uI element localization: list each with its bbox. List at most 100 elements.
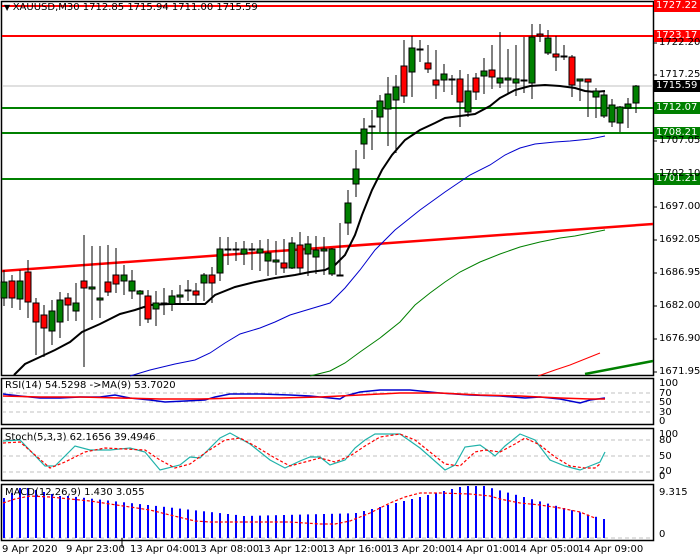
- ma-slow-line: [309, 229, 606, 377]
- ma-200-line: [537, 352, 601, 377]
- bear-candle[interactable]: [208, 274, 216, 284]
- bull-candle[interactable]: [168, 295, 176, 305]
- bull-candle[interactable]: [440, 73, 448, 81]
- bear-candle[interactable]: [472, 77, 480, 93]
- bear-candle[interactable]: [432, 79, 440, 86]
- bear-candle[interactable]: [80, 280, 88, 289]
- bull-candle[interactable]: [184, 289, 192, 292]
- price-tick-label: 1702.10: [659, 168, 700, 179]
- bull-candle[interactable]: [576, 78, 584, 82]
- bull-candle[interactable]: [328, 248, 336, 275]
- bear-candle[interactable]: [568, 56, 576, 86]
- main-chart-pane[interactable]: [0, 0, 655, 377]
- time-label: 14 Apr 05:00: [514, 544, 580, 555]
- bull-candle[interactable]: [256, 248, 264, 254]
- bear-candle[interactable]: [400, 65, 408, 97]
- bull-candle[interactable]: [96, 297, 104, 301]
- bull-candle[interactable]: [616, 106, 624, 124]
- symbol-header: ▼ XAUUSD,M30 1712.85 1715.94 1711.00 171…: [4, 2, 258, 13]
- bear-candle[interactable]: [112, 274, 120, 285]
- bull-candle[interactable]: [632, 85, 640, 104]
- collapse-triangle-icon[interactable]: ▼: [4, 3, 13, 12]
- bear-candle[interactable]: [8, 280, 16, 299]
- bull-candle[interactable]: [376, 100, 384, 118]
- time-label: 13 Apr 12:00: [258, 544, 324, 555]
- bull-candle[interactable]: [448, 78, 456, 81]
- bear-candle[interactable]: [552, 53, 560, 58]
- bull-candle[interactable]: [128, 280, 136, 292]
- bull-candle[interactable]: [136, 290, 144, 295]
- macd-signal-line: [2, 492, 596, 525]
- bear-candle[interactable]: [40, 314, 48, 329]
- moving-averages: [13, 83, 606, 377]
- bull-candle[interactable]: [600, 94, 608, 117]
- level-price-tag: 1727.22: [654, 0, 700, 12]
- bull-candle[interactable]: [344, 202, 352, 224]
- bear-candle[interactable]: [536, 33, 544, 37]
- bull-candle[interactable]: [480, 70, 488, 77]
- bear-candle[interactable]: [336, 274, 344, 277]
- bull-candle[interactable]: [496, 77, 504, 84]
- bull-candle[interactable]: [48, 310, 56, 332]
- bear-candle[interactable]: [32, 302, 40, 323]
- bear-candle[interactable]: [280, 262, 288, 269]
- bull-candle[interactable]: [272, 259, 280, 263]
- bull-candle[interactable]: [320, 248, 328, 252]
- bear-candle[interactable]: [192, 290, 200, 296]
- red-trendline[interactable]: [1, 222, 654, 273]
- bull-candle[interactable]: [304, 243, 312, 255]
- bear-candle[interactable]: [488, 69, 496, 78]
- bull-candle[interactable]: [416, 48, 424, 51]
- bull-candle[interactable]: [216, 248, 224, 274]
- bear-candle[interactable]: [64, 297, 72, 306]
- bull-candle[interactable]: [152, 302, 160, 310]
- stoch-scale-20: 20: [659, 466, 672, 477]
- bull-candle[interactable]: [360, 128, 368, 145]
- bull-candle[interactable]: [88, 286, 96, 290]
- bull-candle[interactable]: [624, 103, 632, 109]
- bear-candle[interactable]: [24, 271, 32, 303]
- bull-candle[interactable]: [176, 294, 184, 298]
- bull-candle[interactable]: [352, 168, 360, 185]
- bull-candle[interactable]: [240, 248, 248, 255]
- bull-candle[interactable]: [512, 78, 520, 84]
- bear-candle[interactable]: [456, 78, 464, 103]
- bull-candle[interactable]: [392, 86, 400, 101]
- bear-candle[interactable]: [560, 55, 568, 58]
- green-trendline[interactable]: [584, 359, 654, 376]
- bull-candle[interactable]: [120, 274, 128, 282]
- bear-candle[interactable]: [424, 62, 432, 70]
- bull-candle[interactable]: [544, 37, 552, 54]
- bear-candle[interactable]: [296, 244, 304, 269]
- bull-candle[interactable]: [592, 90, 600, 98]
- macd-label: MACD(12,26,9) 1.430 3.055: [5, 487, 145, 498]
- bull-candle[interactable]: [0, 281, 8, 299]
- bull-candle[interactable]: [264, 252, 272, 262]
- bull-candle[interactable]: [608, 104, 616, 123]
- bull-candle[interactable]: [528, 36, 536, 84]
- bear-candle[interactable]: [144, 295, 152, 320]
- bear-candle[interactable]: [224, 248, 232, 251]
- bear-candle[interactable]: [584, 78, 592, 83]
- bull-candle[interactable]: [312, 249, 320, 258]
- bull-candle[interactable]: [16, 280, 24, 300]
- bull-candle[interactable]: [200, 274, 208, 284]
- bull-candle[interactable]: [232, 248, 240, 251]
- bear-candle[interactable]: [520, 79, 528, 82]
- bull-candle[interactable]: [72, 302, 80, 312]
- bear-candle[interactable]: [104, 281, 112, 293]
- bull-candle[interactable]: [408, 47, 416, 73]
- bull-candle[interactable]: [384, 93, 392, 110]
- bear-candle[interactable]: [248, 248, 256, 251]
- bull-candle[interactable]: [56, 299, 64, 323]
- bull-candle[interactable]: [288, 242, 296, 269]
- macd-pane[interactable]: [0, 483, 655, 542]
- time-label: 13 Apr 08:00: [194, 544, 260, 555]
- bull-candle[interactable]: [368, 125, 376, 128]
- bull-candle[interactable]: [504, 77, 512, 81]
- bear-candle[interactable]: [160, 302, 168, 305]
- bull-candle[interactable]: [464, 90, 472, 113]
- level-price-tag: 1708.21: [654, 127, 700, 139]
- candlesticks: [0, 24, 640, 367]
